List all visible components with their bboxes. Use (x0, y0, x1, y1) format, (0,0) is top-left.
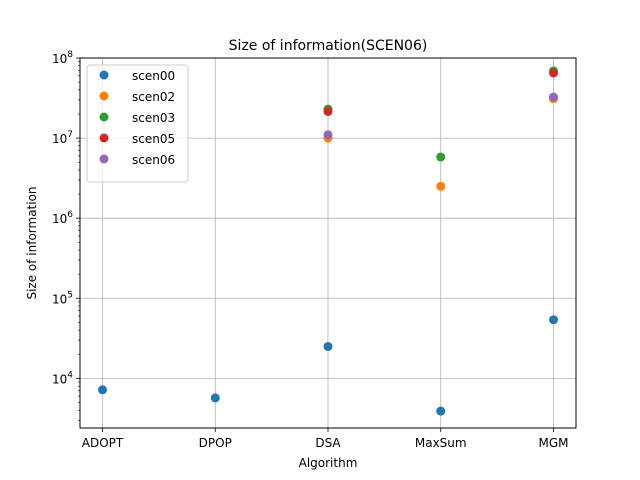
chart-title: Size of information(SCEN06) (229, 38, 428, 54)
point-scen03-maxsum (436, 152, 446, 162)
legend-label-scen03: scen03 (132, 111, 175, 125)
x-axis-label: Algorithm (299, 456, 358, 470)
x-tick-label: MaxSum (415, 436, 467, 450)
data-points (98, 66, 558, 416)
legend: scen00 scen02 scen03 scen05 scen06 (86, 64, 189, 183)
x-tick-label: MGM (538, 436, 568, 450)
point-scen05-mgm (549, 68, 558, 78)
legend-label-scen02: scen02 (132, 90, 175, 104)
x-tick-label: DPOP (199, 436, 232, 450)
axis-ticks: ADOPT DPOP DSA MaxSum MGM 104 105 106 107 108 (52, 50, 569, 450)
legend-marker-scen00 (99, 70, 109, 80)
point-scen06-mgm (549, 92, 558, 102)
legend-box (86, 64, 189, 183)
point-scen06-dsa (323, 130, 333, 140)
point-scen00-dsa (323, 341, 333, 351)
y-tick-label: 107 (52, 130, 73, 146)
legend-marker-scen06 (99, 154, 109, 164)
legend-label-scen00: scen00 (132, 69, 175, 83)
y-tick-label: 106 (52, 210, 73, 226)
y-tick-label: 104 (52, 370, 73, 386)
point-scen00-adopt (98, 385, 107, 395)
y-axis-label: Size of information (25, 186, 39, 299)
y-tick-label: 105 (52, 290, 73, 306)
point-scen02-maxsum (436, 181, 446, 191)
legend-label-scen06: scen06 (132, 153, 175, 167)
legend-label-scen05: scen05 (132, 132, 175, 146)
point-scen00-maxsum (436, 406, 446, 416)
legend-marker-scen02 (99, 91, 109, 101)
point-scen05-dsa (323, 106, 333, 116)
legend-marker-scen05 (99, 133, 109, 143)
x-tick-label: ADOPT (82, 436, 124, 450)
x-tick-label: DSA (315, 436, 341, 450)
point-scen00-dpop (210, 393, 220, 403)
legend-marker-scen03 (99, 112, 109, 122)
y-tick-label: 108 (52, 50, 73, 66)
point-scen00-mgm (549, 315, 558, 325)
